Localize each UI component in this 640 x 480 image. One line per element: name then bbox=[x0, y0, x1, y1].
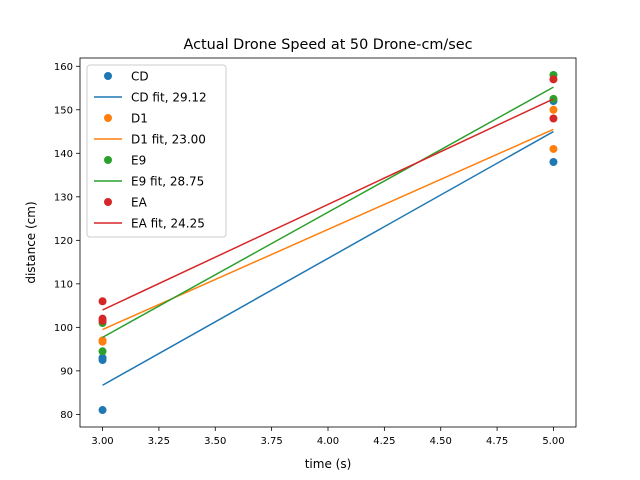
legend-label-e9: E9 bbox=[131, 154, 146, 168]
legend-box bbox=[86, 64, 227, 238]
legend: CD CD fit, 29.12 D1 D1 fit, 23.00 E9 E9 fit, … bbox=[86, 64, 227, 238]
fit-line-ea bbox=[102, 98, 554, 311]
legend-fit-label-e9: E9 fit, 28.75 bbox=[131, 175, 204, 189]
x-tick-label: 4.75 bbox=[486, 436, 508, 447]
data-point-d1 bbox=[549, 105, 558, 114]
x-axis: 3.00 3.25 3.50 3.75 4.00 4.25 4.50 4.75 5.00 bbox=[91, 427, 565, 447]
y-tick-label: 90 bbox=[60, 366, 73, 377]
data-point-d1 bbox=[549, 144, 558, 153]
x-tick-label: 4.00 bbox=[317, 436, 339, 447]
x-axis-label: time (s) bbox=[305, 457, 352, 471]
legend-label-ea: EA bbox=[131, 196, 148, 210]
x-tick-label: 3.00 bbox=[91, 436, 113, 447]
legend-fit-label-cd: CD fit, 29.12 bbox=[131, 91, 207, 105]
x-tick-label: 4.25 bbox=[373, 436, 395, 447]
x-tick-label: 4.50 bbox=[430, 436, 452, 447]
legend-fit-label-ea: EA fit, 24.25 bbox=[131, 217, 205, 231]
y-tick-label: 80 bbox=[60, 410, 73, 421]
y-tick-label: 120 bbox=[54, 236, 73, 247]
data-point-ea bbox=[549, 75, 558, 84]
data-point-cd bbox=[98, 406, 107, 415]
y-tick-label: 140 bbox=[54, 149, 73, 160]
y-axis-label: distance (cm) bbox=[24, 201, 38, 283]
data-point-e9 bbox=[98, 347, 107, 356]
y-tick-label: 150 bbox=[54, 105, 73, 116]
legend-marker-ea bbox=[104, 198, 112, 206]
chart-title: Actual Drone Speed at 50 Drone-cm/sec bbox=[184, 37, 473, 53]
legend-marker-d1 bbox=[104, 114, 112, 122]
plot-marks bbox=[98, 70, 558, 415]
legend-marker-cd bbox=[104, 72, 112, 80]
legend-fit-label-d1: D1 fit, 23.00 bbox=[131, 133, 206, 147]
y-tick-label: 130 bbox=[54, 192, 73, 203]
fit-line-cd bbox=[102, 130, 554, 386]
x-tick-label: 5.00 bbox=[542, 436, 564, 447]
x-tick-label: 3.50 bbox=[204, 436, 226, 447]
x-tick-label: 3.25 bbox=[148, 436, 170, 447]
legend-label-cd: CD bbox=[131, 70, 149, 84]
y-tick-label: 110 bbox=[54, 279, 73, 290]
data-point-cd bbox=[549, 157, 558, 166]
data-point-ea bbox=[98, 314, 107, 323]
data-point-d1 bbox=[98, 336, 107, 345]
y-tick-label: 100 bbox=[54, 323, 73, 334]
y-tick-label: 160 bbox=[54, 62, 73, 73]
x-tick-label: 3.75 bbox=[261, 436, 283, 447]
legend-label-d1: D1 bbox=[131, 112, 148, 126]
data-point-ea bbox=[98, 297, 107, 306]
legend-marker-e9 bbox=[104, 156, 112, 164]
fit-line-e9 bbox=[102, 86, 554, 339]
y-axis: 80 90 100 110 120 130 140 150 160 bbox=[54, 62, 80, 421]
data-point-ea bbox=[549, 114, 558, 123]
data-point-cd bbox=[98, 353, 107, 362]
